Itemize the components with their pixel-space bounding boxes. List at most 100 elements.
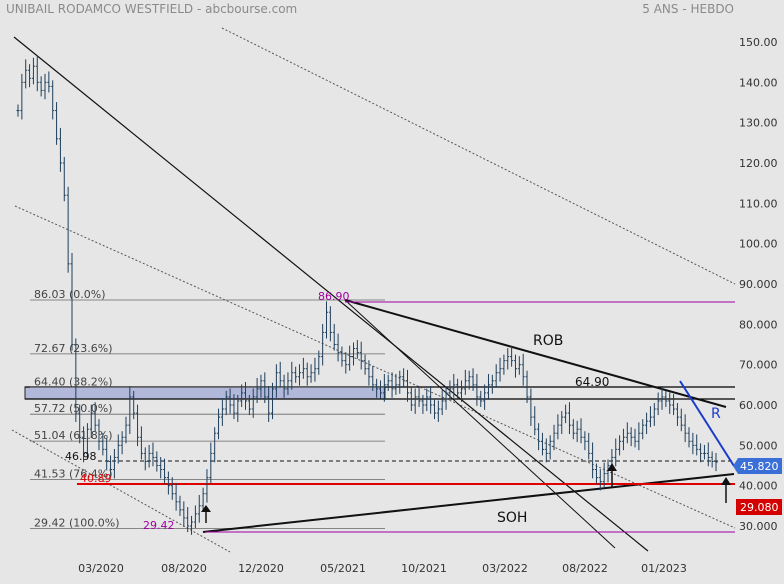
price-bar [209, 442, 213, 484]
price-bar [143, 447, 147, 471]
price-bar [124, 416, 128, 444]
price-bar [587, 432, 591, 460]
y-tick-label: 80.000 [739, 318, 778, 331]
price-bar [78, 404, 82, 444]
price-bar [375, 378, 379, 398]
svg-text:29.080: 29.080 [740, 501, 779, 514]
price-bar [510, 345, 514, 367]
price-bar [363, 354, 367, 375]
price-bar [556, 414, 560, 440]
price-bar [702, 444, 706, 460]
low-label: 29.42 [143, 519, 175, 532]
x-tick-label: 10/2021 [401, 562, 447, 575]
channel-lower-dotted [11, 429, 231, 553]
price-bar [691, 432, 695, 455]
price-bar [448, 380, 452, 399]
chart-period: 5 ANS - HEBDO [642, 2, 734, 16]
price-bar [163, 458, 167, 484]
price-bar [101, 432, 105, 456]
r-trendline [679, 380, 735, 467]
y-tick-label: 100.00 [739, 238, 778, 251]
price-bar [271, 382, 275, 420]
price-bar [706, 442, 710, 467]
price-bar [367, 360, 371, 386]
arrow-up-3 [721, 477, 731, 503]
last-price-badge: 45.820 [733, 458, 782, 474]
price-bar [201, 487, 205, 512]
period-low-badge: 29.080 [736, 499, 782, 515]
price-bar [340, 346, 344, 367]
price-bar [498, 357, 502, 382]
price-bar [325, 301, 329, 339]
price-bar [355, 340, 359, 359]
price-bar [625, 422, 629, 444]
svg-text:45.820: 45.820 [740, 460, 779, 473]
price-bar [97, 419, 101, 451]
price-bar [436, 400, 440, 422]
price-bar [220, 398, 224, 426]
price-bar [58, 127, 62, 172]
price-bar [390, 372, 394, 398]
price-bar [274, 364, 278, 398]
price-bar [413, 388, 417, 414]
main-downtrend-line [13, 36, 649, 552]
price-bar [170, 477, 174, 500]
price-bar [645, 412, 649, 435]
price-bar [224, 390, 228, 416]
price-bar [675, 402, 679, 426]
price-bar [28, 64, 32, 88]
price-bar [74, 338, 78, 422]
price-bar [332, 323, 336, 351]
price-bar [594, 463, 598, 484]
price-bar [109, 455, 113, 476]
price-bar [456, 378, 460, 399]
price-bar [159, 457, 163, 479]
price-bar [614, 438, 618, 467]
price-bar [699, 443, 703, 463]
price-bar [247, 394, 251, 416]
price-bar [240, 384, 244, 408]
price-bar [336, 333, 340, 362]
price-bar [656, 392, 660, 416]
price-bar [463, 369, 467, 395]
price-bar [540, 432, 544, 456]
price-bar [82, 426, 86, 463]
chart-title: UNIBAIL RODAMCO WESTFIELD - abcbourse.co… [6, 2, 298, 16]
price-bar [359, 341, 363, 370]
price-bar [47, 71, 51, 93]
price-bar [710, 451, 714, 468]
fib-level-label: 64.40 (38.2%) [34, 375, 113, 388]
price-bar [282, 374, 286, 398]
y-tick-label: 150.00 [739, 36, 778, 49]
price-bar [664, 390, 668, 408]
price-bar [459, 380, 463, 402]
price-bar [151, 442, 155, 467]
price-bar [348, 345, 352, 371]
price-bar [513, 354, 517, 378]
price-bar [70, 252, 74, 351]
price-bar [467, 370, 471, 390]
price-bar [502, 354, 506, 375]
price-bar [174, 482, 178, 511]
price-bar [186, 507, 190, 533]
price-bar [20, 73, 24, 120]
price-bar [244, 382, 248, 410]
high-label: 86.90 [318, 290, 350, 303]
price-bar [178, 495, 182, 516]
y-tick-label: 120.00 [739, 157, 778, 170]
price-bar [633, 428, 637, 448]
price-bar [66, 186, 70, 273]
price-bar [575, 420, 579, 443]
x-tick-label: 12/2020 [238, 562, 284, 575]
price-bar [166, 471, 170, 495]
price-bar [537, 423, 541, 451]
price-bar [255, 377, 259, 403]
price-bar [567, 402, 571, 435]
price-bar [62, 156, 66, 202]
y-tick-label: 70.000 [739, 359, 778, 372]
price-bar [405, 369, 409, 402]
price-bar [394, 373, 398, 395]
price-bar [579, 418, 583, 444]
price-bar [629, 427, 633, 447]
price-bar [205, 469, 209, 503]
